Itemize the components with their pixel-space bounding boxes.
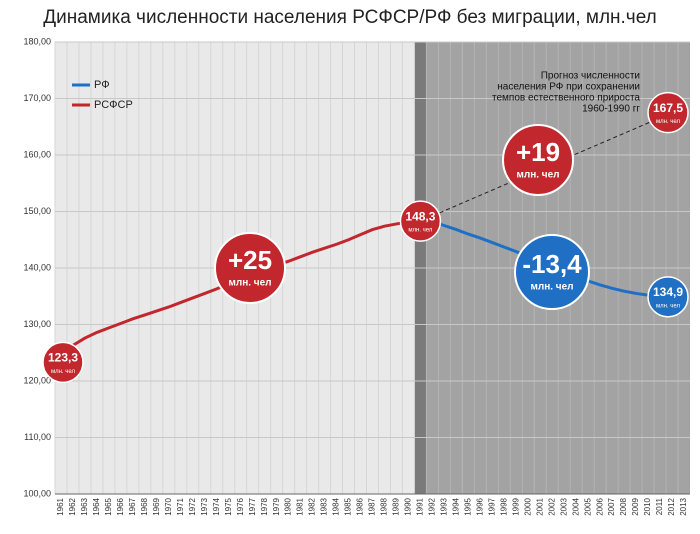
x-tick-label: 1963 [80,497,89,515]
x-tick-label: 1999 [511,497,520,515]
x-tick-label: 1980 [284,497,293,515]
x-tick-label: 1981 [296,497,305,515]
chart-title: Динамика численности населения РСФСР/РФ … [43,7,656,28]
point-badge [647,91,689,134]
x-tick-label: 1993 [439,497,448,515]
projection-note: темпов естественного прироста [492,93,640,104]
y-tick-label: 100,00 [23,488,51,498]
x-tick-label: 2000 [523,497,532,515]
x-tick-label: 1965 [104,497,113,515]
y-tick-label: 170,00 [23,93,51,103]
x-tick-label: 2002 [547,497,556,515]
point-unit: млн. чел [656,119,681,125]
x-tick-label: 1987 [368,497,377,515]
x-tick-label: 1966 [116,497,125,515]
point-badge [42,341,84,384]
x-tick-label: 1971 [176,497,185,515]
change-unit: млн. чел [530,282,573,293]
x-tick-label: 1969 [152,497,161,515]
x-tick-label: 1961 [56,497,65,515]
x-tick-label: 1970 [164,497,173,515]
x-tick-label: 1995 [463,497,472,515]
change-label: -13,4 [522,249,582,279]
y-tick-label: 120,00 [23,375,51,385]
x-tick-label: 1968 [140,497,149,515]
x-tick-label: 1973 [200,497,209,515]
projection-note: Прогноз численности [541,71,640,82]
point-label: 148,3 [405,209,435,223]
x-tick-label: 1991 [416,497,425,515]
x-tick-label: 2011 [655,497,664,515]
change-unit: млн. чел [228,278,271,289]
x-tick-label: 2013 [679,497,688,515]
x-tick-label: 2007 [607,497,616,515]
x-tick-label: 1984 [332,497,341,515]
x-tick-label: 1992 [428,497,437,515]
x-tick-label: 2012 [667,497,676,515]
point-unit: млн. чел [656,303,681,309]
x-tick-label: 1972 [188,497,197,515]
x-tick-label: 2010 [643,497,652,515]
x-tick-label: 1982 [308,497,317,515]
x-tick-label: 2009 [631,497,640,515]
projection-note: населения РФ при сохранении [497,82,640,93]
y-tick-label: 160,00 [23,149,51,159]
x-tick-label: 2003 [559,497,568,515]
x-tick-label: 1994 [451,497,460,515]
x-tick-label: 1976 [236,497,245,515]
change-label: +25 [228,245,272,275]
x-tick-label: 2005 [583,497,592,515]
x-tick-label: 1978 [260,497,269,515]
x-tick-label: 1977 [248,497,257,515]
x-tick-label: 1964 [92,497,101,515]
change-badge [514,234,590,310]
x-tick-label: 2008 [619,497,628,515]
change-unit: млн. чел [516,170,559,181]
x-tick-label: 2006 [595,497,604,515]
legend-label: РФ [94,79,110,91]
change-badge [502,124,574,196]
projection-note: 1960-1990 гг [582,104,640,115]
x-tick-label: 1974 [212,497,221,515]
x-tick-label: 1985 [344,497,353,515]
x-tick-label: 2001 [535,497,544,515]
y-tick-label: 150,00 [23,206,51,216]
y-tick-label: 130,00 [23,319,51,329]
point-label: 134,9 [653,285,683,299]
point-badge [647,276,689,318]
x-tick-label: 1996 [475,497,484,515]
x-tick-label: 1989 [392,497,401,515]
y-tick-label: 140,00 [23,262,51,272]
x-tick-label: 1990 [404,497,413,515]
x-tick-label: 2004 [571,497,580,515]
x-tick-label: 1998 [499,497,508,515]
x-tick-label: 1975 [224,497,233,515]
x-tick-label: 1986 [356,497,365,515]
point-badge [399,200,442,242]
x-tick-label: 1983 [320,497,329,515]
point-label: 123,3 [48,351,78,365]
x-tick-label: 1997 [487,497,496,515]
x-tick-label: 1962 [68,497,77,515]
x-tick-label: 1988 [380,497,389,515]
x-tick-label: 1979 [272,497,281,515]
change-badge [214,232,286,304]
y-tick-label: 110,00 [24,432,51,442]
y-tick-label: 180,00 [23,36,51,46]
change-label: +19 [516,137,560,167]
legend-label: РСФСР [94,99,133,111]
x-tick-label: 1967 [128,497,137,515]
point-unit: млн. чел [408,228,433,234]
point-unit: млн. чел [51,369,76,375]
point-label: 167,5 [653,101,683,115]
